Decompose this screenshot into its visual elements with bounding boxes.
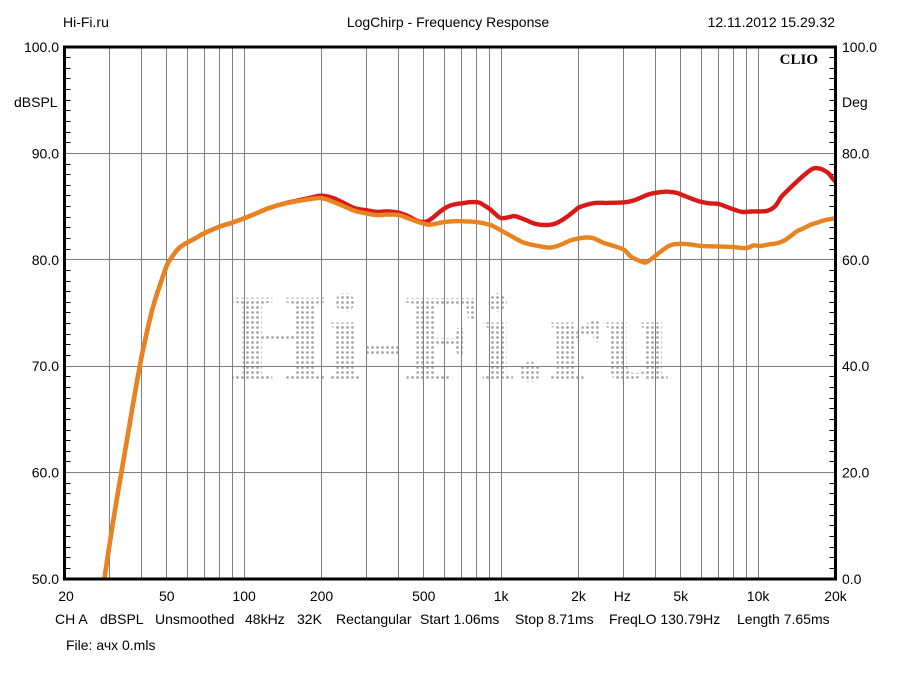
svg-text:0.0: 0.0 (842, 571, 862, 587)
svg-text:Rectangular: Rectangular (336, 611, 412, 627)
svg-text:60.0: 60.0 (842, 252, 869, 268)
svg-text:50: 50 (159, 588, 175, 604)
svg-text:50.0: 50.0 (32, 571, 59, 587)
svg-text:100.0: 100.0 (24, 39, 59, 55)
svg-text:48kHz: 48kHz (245, 611, 285, 627)
svg-text:10k: 10k (747, 588, 771, 604)
svg-text:2k: 2k (571, 588, 587, 604)
svg-text:40.0: 40.0 (842, 358, 869, 374)
svg-text:80.0: 80.0 (842, 145, 869, 161)
svg-text:32K: 32K (297, 611, 323, 627)
svg-text:20.0: 20.0 (842, 465, 869, 481)
svg-text:20k: 20k (824, 588, 848, 604)
svg-text:70.0: 70.0 (32, 358, 59, 374)
svg-text:dBSPL: dBSPL (100, 611, 144, 627)
svg-text:90.0: 90.0 (32, 145, 59, 161)
svg-text:20: 20 (58, 588, 74, 604)
svg-text:LogChirp - Frequency Response: LogChirp - Frequency Response (347, 14, 550, 30)
svg-text:Deg: Deg (842, 94, 868, 110)
svg-text:Length 7.65ms: Length 7.65ms (737, 611, 830, 627)
svg-text:500: 500 (412, 588, 436, 604)
svg-text:100.0: 100.0 (842, 39, 877, 55)
svg-text:100: 100 (232, 588, 256, 604)
svg-text:CH A: CH A (55, 611, 88, 627)
svg-text:1k: 1k (494, 588, 510, 604)
svg-text:5k: 5k (673, 588, 689, 604)
svg-text:80.0: 80.0 (32, 252, 59, 268)
svg-text:60.0: 60.0 (32, 465, 59, 481)
svg-text:CLIO: CLIO (780, 52, 818, 68)
svg-text:200: 200 (310, 588, 334, 604)
svg-text:dBSPL: dBSPL (14, 94, 58, 110)
svg-text:Unsmoothed: Unsmoothed (155, 611, 234, 627)
svg-text:File: ачх 0.mls: File: ачх 0.mls (66, 637, 155, 653)
svg-text:12.11.2012 15.29.32: 12.11.2012 15.29.32 (708, 14, 836, 30)
svg-text:Stop 8.71ms: Stop 8.71ms (515, 611, 594, 627)
svg-text:Start 1.06ms: Start 1.06ms (420, 611, 499, 627)
svg-text:Hz: Hz (614, 588, 631, 604)
svg-text:Hi-Fi.ru: Hi-Fi.ru (230, 270, 671, 408)
svg-text:Hi-Fi.ru: Hi-Fi.ru (63, 14, 109, 30)
svg-text:FreqLO 130.79Hz: FreqLO 130.79Hz (609, 611, 720, 627)
